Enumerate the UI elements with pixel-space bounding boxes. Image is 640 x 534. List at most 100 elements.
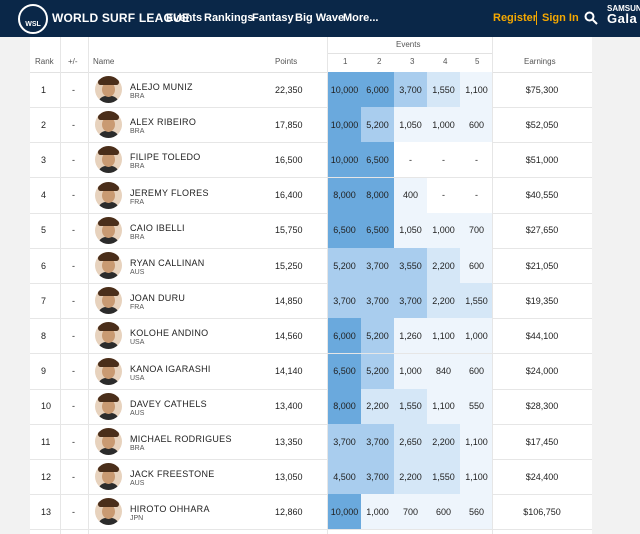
rank-cell: 2 [41, 119, 47, 130]
avatar[interactable] [95, 76, 122, 103]
event-score-cell: 1,100 [460, 72, 493, 107]
table-row[interactable]: 11- MICHAEL RODRIGUES BRA 13,350 3,700 3,700 2… [30, 424, 592, 460]
event-score-cell: 1,050 [394, 212, 427, 248]
surfer-cell[interactable]: KOLOHE ANDINO USA [88, 318, 268, 353]
sign-in-link[interactable]: Sign In [542, 12, 579, 24]
surfer-country: JPN [130, 515, 144, 523]
avatar[interactable] [95, 181, 122, 209]
avatar[interactable] [95, 428, 122, 455]
surfer-country: BRA [130, 163, 145, 171]
event-score-cell: 2,200 [427, 283, 460, 319]
avatar[interactable] [95, 252, 122, 279]
avatar[interactable] [95, 216, 122, 244]
table-row[interactable]: 2 - ALEX RIBEIRO BRA 17,850 10,000 5,200 1,050 1… [30, 107, 592, 144]
nav-rankings[interactable]: Rankings [204, 12, 254, 24]
earnings-cell: $27,650 [525, 225, 559, 236]
earnings-cell: $24,000 [525, 366, 559, 377]
table-row[interactable]: 9 - KANOA IGARASHI USA 14,140 6,500 5,200 1,000… [30, 353, 592, 390]
surfer-cell[interactable]: MICHAEL RODRIGUES BRA [88, 424, 268, 459]
header-event-4[interactable]: 4 [443, 57, 448, 66]
avatar-face [102, 82, 115, 97]
surfer-cell[interactable]: JACK FREESTONE AUS [88, 459, 268, 494]
table-row[interactable]: 6 - RYAN CALLINAN AUS 15,250 5,200 3,700 3,550 2… [30, 248, 592, 284]
wsl-logo-icon[interactable]: WSL [18, 4, 48, 34]
header-name[interactable]: Name [93, 57, 115, 66]
avatar[interactable] [95, 111, 122, 139]
avatar[interactable] [95, 146, 122, 174]
sponsor-bottom: Gala [607, 11, 638, 26]
event-score-cell: 700 [460, 212, 493, 248]
header-rank[interactable]: Rank [35, 57, 54, 66]
avatar[interactable] [95, 463, 122, 491]
avatar-hair [98, 357, 119, 367]
header-event-3[interactable]: 3 [410, 57, 415, 66]
surfer-country: BRA [130, 128, 145, 136]
avatar-face [102, 469, 115, 485]
search-icon[interactable] [584, 11, 598, 25]
surfer-name[interactable]: MICHAEL RODRIGUES [130, 434, 232, 444]
event-score-cell: 1,000 [361, 494, 394, 530]
register-link[interactable]: Register [493, 12, 538, 24]
avatar-face [102, 328, 115, 344]
rank-cell: 1 [41, 84, 47, 95]
table-row[interactable]: 1- ALEJO MUNIZ BRA 22,350 10,000 6,000 3,700 1,… [30, 72, 592, 108]
surfer-name[interactable]: CAIO IBELLI [130, 222, 185, 233]
surfer-cell[interactable]: DAVEY CATHELS AUS [88, 389, 268, 424]
nav-more[interactable]: More... [343, 12, 379, 24]
surfer-cell[interactable]: CAIO IBELLI BRA [88, 213, 268, 248]
surfer-name[interactable]: FILIPE TOLEDO [130, 152, 201, 163]
earnings-cell: $17,450 [525, 436, 559, 447]
table-row[interactable]: 4- JEREMY FLORES FRA 16,400 8,000 8,000 400- - $… [30, 177, 592, 214]
surfer-cell[interactable]: HIROTO OHHARA JPN [88, 494, 268, 529]
event-score-cell: 1,260 [394, 318, 427, 354]
table-row[interactable]: 8- KOLOHE ANDINO USA 14,560 6,000 5,200 1,260 1… [30, 318, 592, 355]
surfer-name[interactable]: RYAN CALLINAN [130, 258, 205, 268]
surfer-name[interactable]: ALEJO MUNIZ [130, 82, 193, 92]
surfer-name[interactable]: JEREMY FLORES [130, 187, 209, 198]
table-row[interactable]: 10 - DAVEY CATHELS AUS 13,400 8,000 2,200 1,550… [30, 388, 592, 425]
avatar[interactable] [95, 287, 122, 315]
header-points[interactable]: Points [275, 57, 298, 66]
avatar[interactable] [95, 357, 122, 385]
surfer-cell[interactable]: FILIPE TOLEDO BRA [88, 142, 268, 177]
surfer-name[interactable]: KOLOHE ANDINO [130, 328, 209, 339]
surfer-cell[interactable]: JEREMY FLORES FRA [88, 178, 268, 213]
table-row[interactable]: 13 - HIROTO OHHARA JPN 12,860 10,000 1,000 700 6… [30, 494, 592, 531]
header-event-2[interactable]: 2 [377, 57, 382, 66]
surfer-name[interactable]: DAVEY CATHELS [130, 398, 207, 409]
change-cell: - [72, 154, 75, 165]
header-earnings[interactable]: Earnings [524, 57, 556, 66]
table-row[interactable]: 3- FILIPE TOLEDO BRA 16,500 10,000 6,500- - - $5… [30, 142, 592, 179]
surfer-cell[interactable]: JOAN DURU FRA [88, 283, 268, 318]
logo-text[interactable]: WORLD SURF LEAGUE [52, 11, 191, 25]
change-cell: - [72, 295, 75, 306]
avatar-body [98, 236, 119, 244]
surfer-name[interactable]: JACK FREESTONE [130, 469, 215, 480]
table-row[interactable]: 7- JOAN DURU FRA 14,850 3,700 3,700 3,700 2,200… [30, 283, 592, 320]
avatar-hair [98, 287, 119, 297]
avatar-hair [98, 111, 119, 121]
avatar-body [98, 166, 119, 174]
surfer-name[interactable]: ALEX RIBEIRO [130, 117, 197, 128]
surfer-cell[interactable]: RYAN CALLINAN AUS [88, 248, 268, 283]
avatar[interactable] [95, 322, 122, 350]
surfer-cell[interactable]: ALEJO MUNIZ BRA [88, 72, 268, 107]
avatar-hair [98, 216, 119, 226]
surfer-name[interactable]: HIROTO OHHARA [130, 504, 210, 515]
table-row[interactable]: 5- CAIO IBELLI BRA 15,750 6,500 6,500 1,050 1,0… [30, 212, 592, 249]
nav-events[interactable]: Events [166, 12, 203, 24]
surfer-name[interactable]: JOAN DURU [130, 293, 186, 304]
rank-cell: 4 [41, 190, 47, 201]
nav-big-wave[interactable]: Big Wave [295, 12, 345, 24]
column-divider [60, 37, 61, 534]
event-score-cell: 3,700 [361, 459, 394, 495]
header-event-5[interactable]: 5 [475, 57, 480, 66]
avatar[interactable] [95, 392, 122, 420]
surfer-cell[interactable]: ALEX RIBEIRO BRA [88, 107, 268, 142]
nav-fantasy[interactable]: Fantasy [252, 12, 294, 24]
surfer-name[interactable]: KANOA IGARASHI [130, 363, 211, 374]
header-event-1[interactable]: 1 [343, 57, 348, 66]
surfer-cell[interactable]: KANOA IGARASHI USA [88, 354, 268, 389]
table-row[interactable]: 12 - JACK FREESTONE AUS 13,050 4,500 3,700 2,20… [30, 459, 592, 496]
avatar[interactable] [95, 498, 122, 526]
